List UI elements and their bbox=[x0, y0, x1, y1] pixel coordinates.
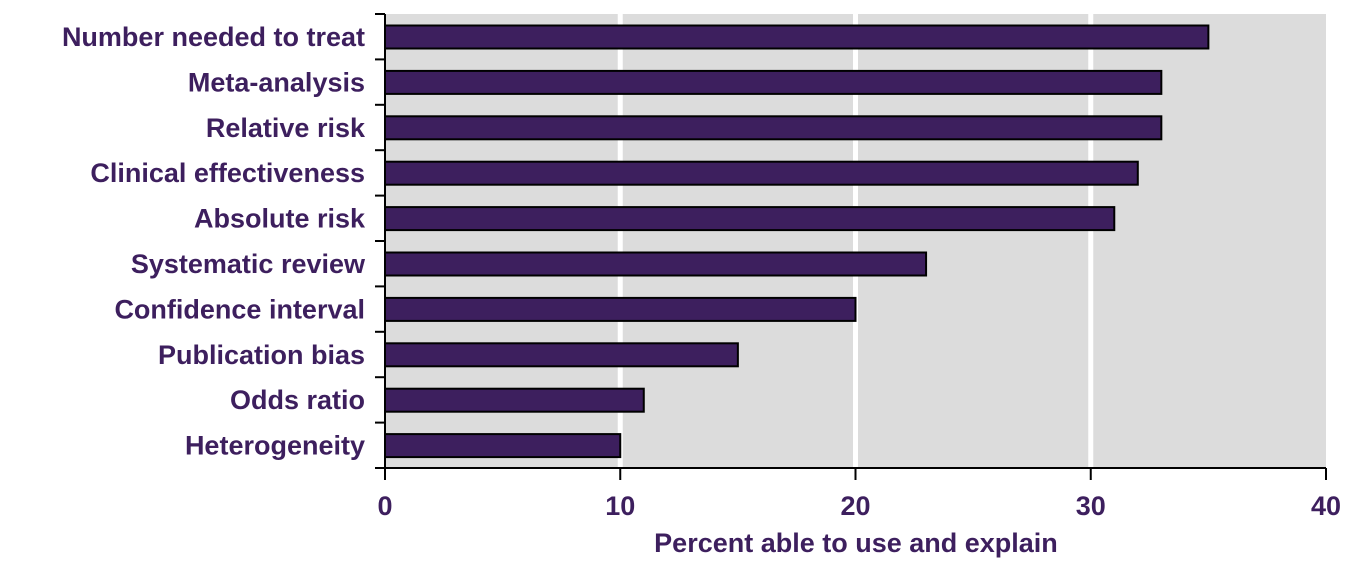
category-label: Odds ratio bbox=[230, 385, 365, 415]
bar bbox=[384, 387, 645, 413]
category-label: Systematic review bbox=[131, 249, 366, 279]
category-label: Relative risk bbox=[206, 113, 366, 143]
y-axis: Number needed to treat Meta-analysis Relat… bbox=[62, 13, 386, 469]
x-tick-label: 30 bbox=[1076, 491, 1106, 521]
x-tick-label: 40 bbox=[1311, 491, 1341, 521]
category-label: Absolute risk bbox=[194, 204, 366, 234]
bar bbox=[384, 342, 739, 368]
x-tick-label: 10 bbox=[605, 491, 635, 521]
bar bbox=[384, 251, 928, 277]
bar bbox=[384, 69, 1163, 95]
bar bbox=[384, 115, 1163, 141]
category-label: Heterogeneity bbox=[185, 431, 365, 461]
category-label: Number needed to treat bbox=[62, 22, 365, 52]
bar bbox=[384, 24, 1210, 50]
category-label: Meta-analysis bbox=[188, 67, 365, 97]
x-axis: 0 10 20 30 40 bbox=[377, 467, 1341, 521]
bar bbox=[384, 206, 1116, 232]
bar bbox=[384, 433, 622, 459]
bar bbox=[384, 296, 857, 322]
category-label: Publication bias bbox=[158, 340, 365, 370]
category-label: Clinical effectiveness bbox=[90, 158, 365, 188]
category-label: Confidence interval bbox=[114, 294, 365, 324]
x-axis-title: Percent able to use and explain bbox=[654, 528, 1058, 558]
x-tick-label: 20 bbox=[840, 491, 870, 521]
x-tick-label: 0 bbox=[377, 491, 392, 521]
bar bbox=[384, 160, 1139, 186]
